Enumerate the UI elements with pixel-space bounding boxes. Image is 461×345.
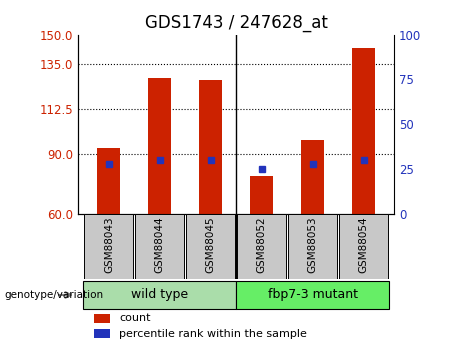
Text: GSM88043: GSM88043 [104, 217, 114, 273]
Text: count: count [119, 313, 151, 323]
Bar [301, 140, 324, 214]
Text: genotype/variation: genotype/variation [5, 290, 104, 300]
FancyBboxPatch shape [186, 214, 235, 279]
FancyBboxPatch shape [136, 214, 184, 279]
FancyBboxPatch shape [83, 281, 236, 309]
FancyBboxPatch shape [237, 214, 286, 279]
Bar [94, 329, 110, 338]
FancyBboxPatch shape [339, 214, 388, 279]
Bar [250, 176, 273, 214]
Text: GSM88045: GSM88045 [206, 217, 216, 273]
Text: fbp7-3 mutant: fbp7-3 mutant [268, 288, 358, 301]
FancyBboxPatch shape [288, 214, 337, 279]
Text: GSM88053: GSM88053 [307, 217, 318, 273]
Bar [94, 314, 110, 323]
Bar [97, 148, 120, 214]
FancyBboxPatch shape [236, 281, 389, 309]
Text: GSM88044: GSM88044 [155, 217, 165, 273]
Text: GSM88052: GSM88052 [257, 217, 267, 273]
Bar [148, 78, 171, 214]
FancyBboxPatch shape [84, 214, 133, 279]
Title: GDS1743 / 247628_at: GDS1743 / 247628_at [145, 14, 328, 32]
Bar [199, 80, 222, 214]
Text: wild type: wild type [131, 288, 189, 301]
Bar [352, 48, 375, 214]
Text: GSM88054: GSM88054 [359, 217, 369, 273]
Text: percentile rank within the sample: percentile rank within the sample [119, 329, 307, 339]
